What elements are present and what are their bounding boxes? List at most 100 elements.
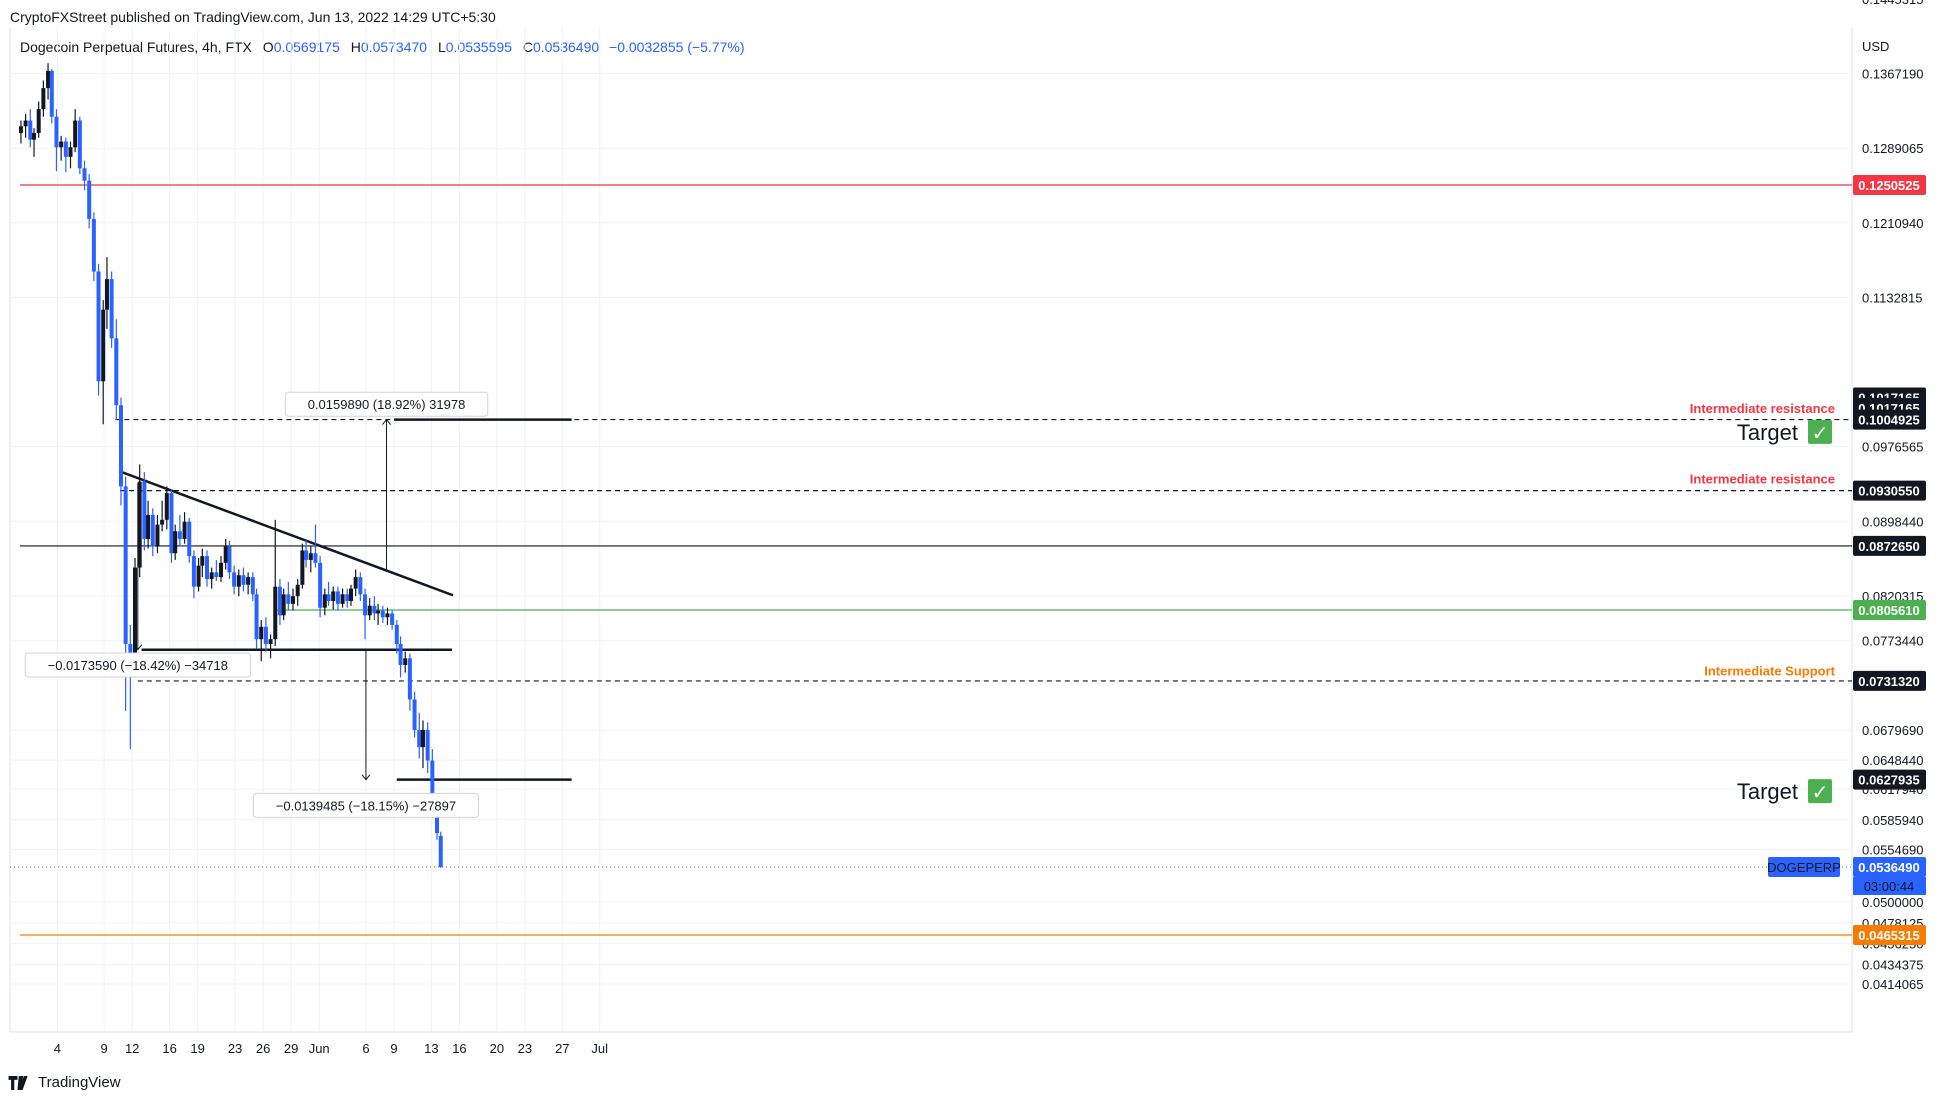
candle-body [73, 120, 78, 148]
price-tag [1853, 175, 1926, 195]
countdown-tag [1853, 877, 1926, 896]
candles [18, 63, 443, 868]
price-tag-value: 0.0536490 [1858, 860, 1919, 875]
candle-body [348, 588, 353, 601]
measure-label: −0.0173590 (−18.42%) −34718 [48, 658, 228, 673]
target-label: Target [1737, 779, 1798, 804]
candle-body [390, 613, 395, 625]
candle-body [263, 626, 268, 644]
candle-body [322, 594, 327, 608]
candle-body [187, 521, 192, 557]
symbol-tag [1768, 857, 1840, 878]
tradingview-brand[interactable]: TradingView [8, 1074, 121, 1091]
candle-body [304, 550, 309, 560]
candle-body [77, 120, 82, 169]
candle-body [41, 88, 46, 110]
annotation-label: Intermediate resistance [1690, 401, 1835, 416]
candle-body [59, 141, 64, 148]
measure-label: 0.0159890 (18.92%) 31978 [308, 397, 466, 412]
candle-body [82, 168, 87, 181]
candle-body [246, 577, 251, 585]
y-tick-label: 0.0976565 [1862, 440, 1923, 455]
measure-arrow [382, 418, 391, 425]
x-tick-label: 26 [256, 1041, 270, 1056]
measure-arrow [133, 644, 143, 651]
check-glyph: ✓ [1812, 780, 1829, 804]
candle-body [49, 70, 54, 117]
candle-body [403, 658, 408, 665]
x-tick-label: 20 [490, 1041, 504, 1056]
candle-body [291, 596, 296, 604]
high-label: H [350, 39, 361, 55]
candle-body [358, 577, 363, 595]
price-tag [1853, 409, 1926, 430]
candle-body [182, 521, 187, 539]
target-check-icon [1808, 419, 1832, 444]
candle-body [36, 109, 41, 133]
candle-body [109, 279, 114, 339]
x-tick-label: 6 [362, 1041, 369, 1056]
candle-body [300, 550, 305, 585]
x-tick-label: 16 [162, 1041, 176, 1056]
target-check-icon [1808, 779, 1832, 804]
x-tick-label: 23 [518, 1041, 532, 1056]
candle-body [286, 594, 291, 604]
x-tick-label: 27 [555, 1041, 569, 1056]
candle-body [268, 639, 273, 644]
tradingview-logo-icon [8, 1075, 28, 1090]
candle-body [412, 699, 417, 730]
candle-body [137, 481, 142, 568]
y-tick-label: 0.0648440 [1862, 753, 1923, 768]
y-tick-label: 0.0554690 [1862, 843, 1923, 858]
y-tick-label: 0.1289065 [1862, 141, 1923, 156]
measure-arrow [361, 774, 371, 781]
candle-body [241, 575, 246, 585]
x-tick-label: Jun [309, 1041, 330, 1056]
candle-body [417, 729, 422, 748]
candle-body [250, 577, 255, 595]
candle-body [28, 120, 33, 140]
y-tick-label: 0.1445315 [1862, 0, 1923, 7]
candle-body [385, 613, 390, 618]
candle-body [118, 405, 123, 487]
price-tag [1853, 670, 1926, 691]
measure-box [252, 792, 480, 818]
currency-label: USD [1862, 39, 1889, 54]
time-axis[interactable]: 4 9 12 16 19 23 26 29 Jun 6 9 13 16 20 23 27 Jul [54, 1041, 608, 1056]
candle-body [63, 141, 68, 157]
grid-lines [9, 28, 1853, 1033]
candle-body [227, 546, 232, 573]
measure-label: −0.0139485 (−18.15%) −27897 [276, 798, 456, 813]
candle-body [101, 309, 106, 382]
price-tag [1853, 599, 1926, 620]
candle-body [363, 594, 368, 616]
price-tag-value: 0.0731320 [1858, 674, 1919, 689]
candle-body [18, 126, 23, 133]
y-tick-label: 0.1367190 [1862, 67, 1923, 82]
open-label: O [262, 39, 274, 55]
candle-body [367, 605, 372, 616]
candle-body [259, 626, 264, 640]
candle-body [372, 605, 377, 614]
candle-body [146, 515, 151, 539]
x-tick-label: Jul [591, 1041, 608, 1056]
countdown-value: 03:00:44 [1864, 879, 1915, 894]
x-tick-label: 13 [424, 1041, 438, 1056]
candle-body [340, 594, 345, 604]
candle-body [232, 572, 237, 587]
x-tick-label: 12 [125, 1041, 139, 1056]
x-tick-label: 16 [452, 1041, 466, 1056]
candle-body [273, 586, 278, 640]
candle-body [353, 577, 358, 589]
price-tag [1853, 480, 1926, 501]
candle-body [398, 643, 403, 665]
candle-body [335, 591, 340, 604]
y-tick-label: 0.0679690 [1862, 723, 1923, 738]
candle-body [46, 70, 51, 89]
x-tick-label: 23 [228, 1041, 242, 1056]
x-tick-label: 19 [190, 1041, 204, 1056]
measure-box [284, 391, 489, 417]
y-tick-label: 0.1210940 [1862, 216, 1923, 231]
y-tick-label: 0.0898440 [1862, 514, 1923, 529]
